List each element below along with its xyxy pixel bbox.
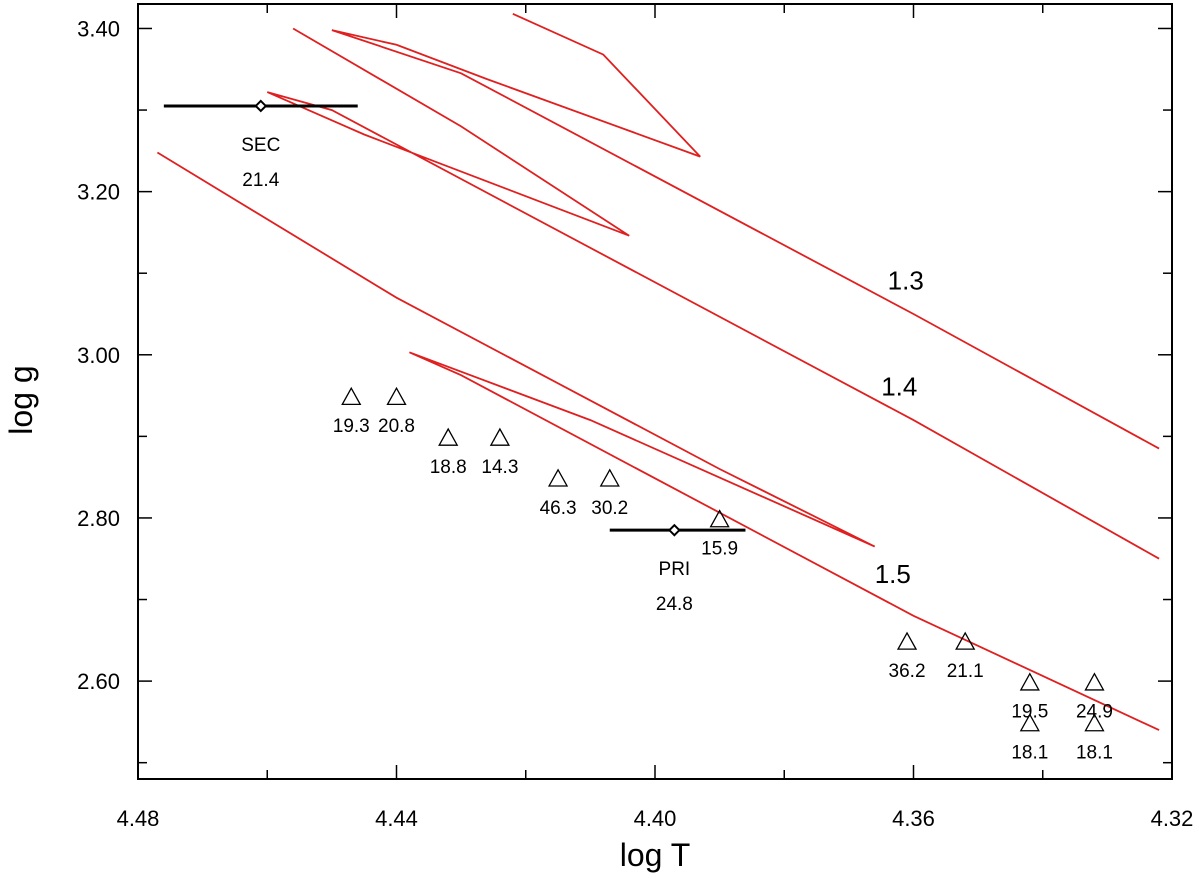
axis-ticks xyxy=(137,4,1173,779)
binary-name: SEC xyxy=(241,135,280,156)
star-triangle xyxy=(1019,672,1040,691)
x-tick-label: 4.32 xyxy=(1151,806,1194,831)
star-label: 30.2 xyxy=(591,498,628,519)
y-tick-label: 2.60 xyxy=(77,669,120,694)
star-label: 20.8 xyxy=(378,416,415,437)
y-tick-label: 3.40 xyxy=(77,16,120,41)
track-1-3 xyxy=(331,12,1160,450)
plot-frame xyxy=(137,3,1173,780)
star-triangle xyxy=(896,631,918,650)
star-triangle xyxy=(599,468,620,487)
track-label: 1.4 xyxy=(881,372,917,402)
y-axis-title: log g xyxy=(3,365,39,434)
star-label: 18.1 xyxy=(1011,743,1048,764)
star-triangle xyxy=(489,427,511,446)
star-label: 46.3 xyxy=(540,498,577,519)
x-tick-label: 4.48 xyxy=(117,806,160,831)
x-tick-label: 4.40 xyxy=(634,806,677,831)
star-label: 18.8 xyxy=(430,457,467,478)
star-label: 14.3 xyxy=(481,457,518,478)
binary-marker xyxy=(254,99,268,113)
star-label: 21.1 xyxy=(947,661,984,682)
star-points: 19.3 20.8 18.8 14.3 46.3 30.2 15.9 36.2 21.1 19.5… xyxy=(333,386,1113,764)
binary-value: 21.4 xyxy=(242,170,279,191)
star-triangle xyxy=(1019,713,1040,732)
star-label: 18.1 xyxy=(1076,743,1113,764)
star-triangle xyxy=(1084,713,1105,732)
star-label: 24.9 xyxy=(1076,702,1113,723)
star-triangle xyxy=(386,386,407,406)
star-label: 19.3 xyxy=(333,416,370,437)
track-label: 1.5 xyxy=(875,559,911,589)
track-1-5 xyxy=(156,151,1160,731)
track-1-4 xyxy=(266,27,1160,560)
star-label: 36.2 xyxy=(889,661,926,682)
binary-value: 24.8 xyxy=(656,594,693,615)
x-tick-labels: 4.48 4.44 4.40 4.36 4.32 xyxy=(117,806,1194,831)
x-axis-title: log T xyxy=(620,837,691,873)
binary-marker xyxy=(667,523,681,537)
y-tick-label: 3.20 xyxy=(77,180,120,205)
star-triangle xyxy=(341,386,362,406)
star-triangle xyxy=(438,427,459,446)
star-triangle xyxy=(1084,672,1105,691)
star-triangle xyxy=(955,631,976,650)
evolution-tracks: 1.3 1.4 1.5 xyxy=(156,12,1160,731)
y-tick-label: 3.00 xyxy=(77,343,120,368)
star-triangle xyxy=(709,509,730,528)
x-tick-label: 4.44 xyxy=(375,806,418,831)
binary-components: SEC 21.4 PRI 24.8 xyxy=(163,99,746,615)
star-triangle xyxy=(547,468,569,487)
star-label: 19.5 xyxy=(1011,702,1048,723)
track-label: 1.3 xyxy=(888,266,924,296)
binary-name: PRI xyxy=(659,559,691,580)
star-label: 15.9 xyxy=(701,539,738,560)
x-tick-label: 4.36 xyxy=(892,806,935,831)
y-tick-labels: 2.60 2.80 3.00 3.20 3.40 xyxy=(77,16,120,694)
y-tick-label: 2.80 xyxy=(77,506,120,531)
